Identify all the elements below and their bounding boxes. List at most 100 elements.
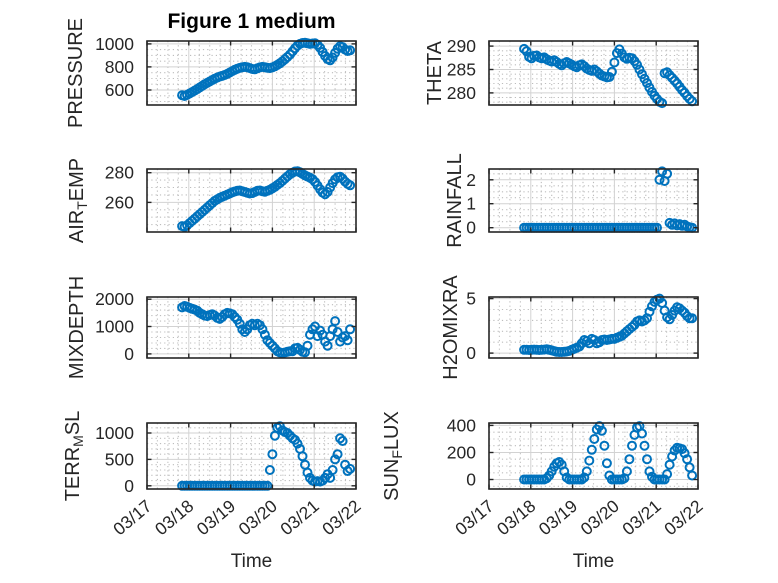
data-point — [267, 340, 278, 351]
y-axis-label: SUNFLUX — [381, 411, 405, 501]
data-point — [664, 459, 675, 470]
x-tick-label: 03/20 — [577, 496, 624, 540]
data-point — [581, 466, 592, 477]
y-axis-label: PRESSURE — [65, 18, 87, 128]
axes-box — [488, 422, 699, 490]
data-point — [330, 316, 341, 327]
data-point — [589, 434, 600, 444]
x-axis-label-right-column: Time — [572, 551, 615, 572]
x-tick-label: 03/19 — [535, 496, 581, 539]
y-tick-label: 1000 — [95, 34, 134, 54]
data-point — [282, 52, 293, 62]
axes-box — [488, 168, 699, 233]
data-point — [259, 329, 270, 340]
data-point — [237, 324, 248, 335]
data-point — [302, 467, 313, 478]
y-tick-label: 1 — [466, 194, 476, 214]
y-axis-label: MIXDEPTH — [66, 276, 88, 379]
data-point — [234, 318, 245, 329]
x-tick-label: 03/22 — [318, 496, 364, 539]
axes-box — [146, 168, 357, 233]
panel-mixdepth: 0 1000 2000 MIXDEPTH — [66, 276, 357, 379]
tick-marks — [488, 41, 699, 105]
data-point — [342, 466, 353, 476]
y-tick-label: 0 — [124, 344, 134, 364]
data-point — [624, 454, 635, 465]
y-tick-label: 500 — [105, 449, 134, 469]
tick-marks — [146, 41, 357, 105]
data-point — [644, 306, 655, 317]
data-point — [639, 440, 650, 451]
data-point — [521, 46, 532, 57]
data-point — [345, 180, 356, 191]
data-point — [312, 331, 323, 342]
h2omixra-series — [519, 293, 698, 357]
data-point — [332, 327, 343, 337]
y-tick-label: 280 — [105, 163, 134, 183]
data-point — [297, 451, 308, 462]
x-tick-label: 03/17 — [109, 496, 155, 539]
data-point — [267, 449, 278, 460]
data-point — [584, 455, 595, 466]
data-point — [302, 340, 313, 351]
data-point — [337, 436, 348, 446]
data-point — [239, 327, 250, 337]
data-point — [541, 473, 552, 484]
tick-marks — [146, 423, 357, 489]
y-axis-label: TERRMSL — [62, 411, 86, 502]
x-tick-label: 03/22 — [660, 496, 706, 539]
y-tick-label: 0 — [466, 470, 476, 490]
data-point — [642, 454, 652, 465]
data-point — [307, 174, 318, 185]
data-point — [609, 57, 620, 68]
data-point — [327, 465, 338, 475]
data-point — [639, 315, 650, 326]
minor-grid — [147, 297, 356, 358]
y-tick-label: 200 — [447, 443, 476, 463]
axes-box — [146, 296, 357, 359]
x-tick-label: 03/17 — [451, 496, 497, 539]
tick-marks — [488, 423, 699, 489]
data-point — [657, 98, 668, 109]
x-tick-label: 03/21 — [276, 496, 322, 539]
axes-box — [488, 40, 699, 106]
y-axis-label: RAINFALL — [444, 153, 466, 247]
y-tick-label: 2 — [466, 170, 476, 190]
data-point — [687, 313, 698, 324]
data-point — [606, 66, 617, 77]
data-point — [586, 444, 597, 455]
data-point — [320, 189, 331, 200]
x-tick-label: 03/21 — [618, 496, 664, 539]
major-grid — [489, 169, 698, 232]
data-point — [684, 93, 695, 104]
panel-pressure: 600 800 1000 PRESSURE — [65, 18, 357, 128]
minor-grid — [489, 41, 698, 105]
y-tick-label: 800 — [105, 57, 134, 77]
y-tick-label: 280 — [447, 83, 476, 103]
x-tick-label: 03/18 — [493, 496, 539, 539]
x-axis-label-left-column: Time — [230, 551, 273, 572]
data-point — [292, 438, 303, 449]
y-axis-label: THETA — [424, 40, 446, 105]
data-point — [322, 340, 333, 351]
data-point — [282, 428, 293, 438]
data-point — [604, 72, 615, 82]
data-point — [335, 433, 346, 444]
data-point — [342, 335, 353, 346]
panel-air_temp: 260 280 AIRTEMP — [66, 158, 357, 243]
y-tick-label: 0 — [124, 476, 134, 496]
minor-grid — [147, 423, 356, 489]
data-point — [677, 305, 688, 316]
axes-box — [146, 422, 357, 490]
data-point — [332, 449, 343, 460]
y-axis-label: H2OMIXRA — [440, 275, 462, 380]
data-point — [229, 312, 240, 322]
data-point — [345, 324, 356, 335]
data-point — [596, 425, 607, 436]
